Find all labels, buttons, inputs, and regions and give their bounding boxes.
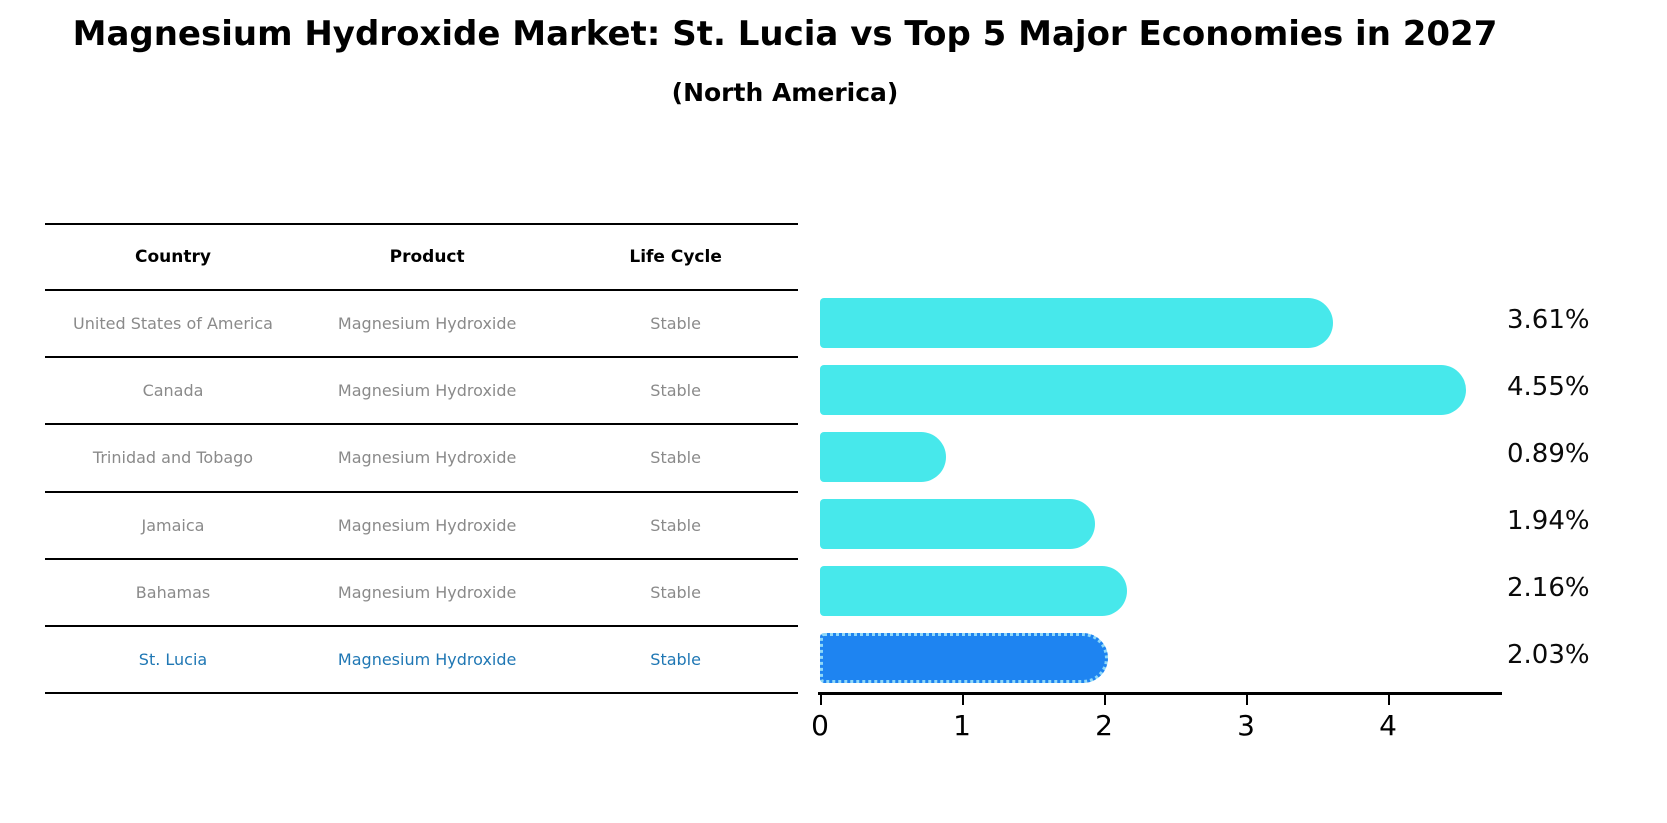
value-label: 2.03% [1507, 640, 1590, 670]
cell-country: Trinidad and Tobago [92, 448, 254, 468]
x-tick [962, 695, 964, 705]
cell-country: United States of America [73, 314, 273, 334]
x-tick-label: 4 [1379, 709, 1397, 742]
table-row: Bahamas Magnesium Hydroxide Stable [45, 560, 798, 627]
cell-life-cycle: Stable [650, 650, 701, 670]
value-label: 1.94% [1507, 506, 1590, 536]
cell-life-cycle: Stable [650, 314, 701, 334]
cell-product: Magnesium Hydroxide [337, 448, 517, 468]
table-row: Canada Magnesium Hydroxide Stable [45, 358, 798, 426]
cell-life-cycle: Stable [650, 515, 701, 535]
cell-product: Magnesium Hydroxide [337, 381, 517, 401]
x-axis-line [818, 692, 1502, 695]
x-tick [1388, 695, 1390, 705]
cell-product: Magnesium Hydroxide [337, 515, 517, 535]
bar-trinidad [820, 431, 947, 482]
country-table: Country Product Life Cycle United States… [45, 223, 798, 695]
value-label: 0.89% [1507, 439, 1590, 469]
x-tick [1104, 695, 1106, 705]
value-label: 2.16% [1507, 573, 1590, 603]
cell-life-cycle: Stable [650, 381, 701, 401]
x-tick-label: 1 [953, 709, 971, 742]
x-tick [1246, 695, 1248, 705]
cell-life-cycle: Stable [650, 582, 701, 602]
header-product: Product [389, 247, 465, 267]
x-tick [820, 695, 822, 705]
chart-title: Magnesium Hydroxide Market: St. Lucia vs… [72, 14, 1498, 54]
cell-country: Canada [142, 381, 204, 401]
value-label: 3.61% [1507, 305, 1590, 335]
table-row-highlight-st-lucia: St. Lucia Magnesium Hydroxide Stable [45, 627, 798, 695]
bar-bahamas [820, 565, 1127, 616]
header-life-cycle: Life Cycle [629, 247, 722, 267]
cell-product: Magnesium Hydroxide [337, 650, 517, 670]
chart-subtitle: (North America) [671, 78, 899, 107]
cell-life-cycle: Stable [650, 448, 701, 468]
cell-country: Bahamas [135, 582, 211, 602]
bar-st-lucia [820, 632, 1109, 683]
cell-product: Magnesium Hydroxide [337, 314, 517, 334]
x-tick-label: 0 [811, 709, 829, 742]
value-label: 4.55% [1507, 372, 1590, 402]
table-row: Jamaica Magnesium Hydroxide Stable [45, 493, 798, 560]
table-header-row: Country Product Life Cycle [45, 223, 798, 291]
table-row: United States of America Magnesium Hydro… [45, 291, 798, 359]
bar-jamaica [820, 498, 1096, 549]
bar-chart: 3.61% 4.55% 0.89% 1.94% 2.16% 2.03% 0 1 … [811, 223, 1667, 753]
cell-product: Magnesium Hydroxide [337, 582, 517, 602]
bar-united-states [820, 297, 1333, 348]
table-row: Trinidad and Tobago Magnesium Hydroxide … [45, 425, 798, 493]
bar-canada [820, 364, 1467, 415]
header-country: Country [135, 247, 211, 267]
cell-country: Jamaica [141, 515, 205, 535]
x-tick-label: 3 [1237, 709, 1255, 742]
x-tick-label: 2 [1095, 709, 1113, 742]
cell-country: St. Lucia [138, 650, 208, 670]
